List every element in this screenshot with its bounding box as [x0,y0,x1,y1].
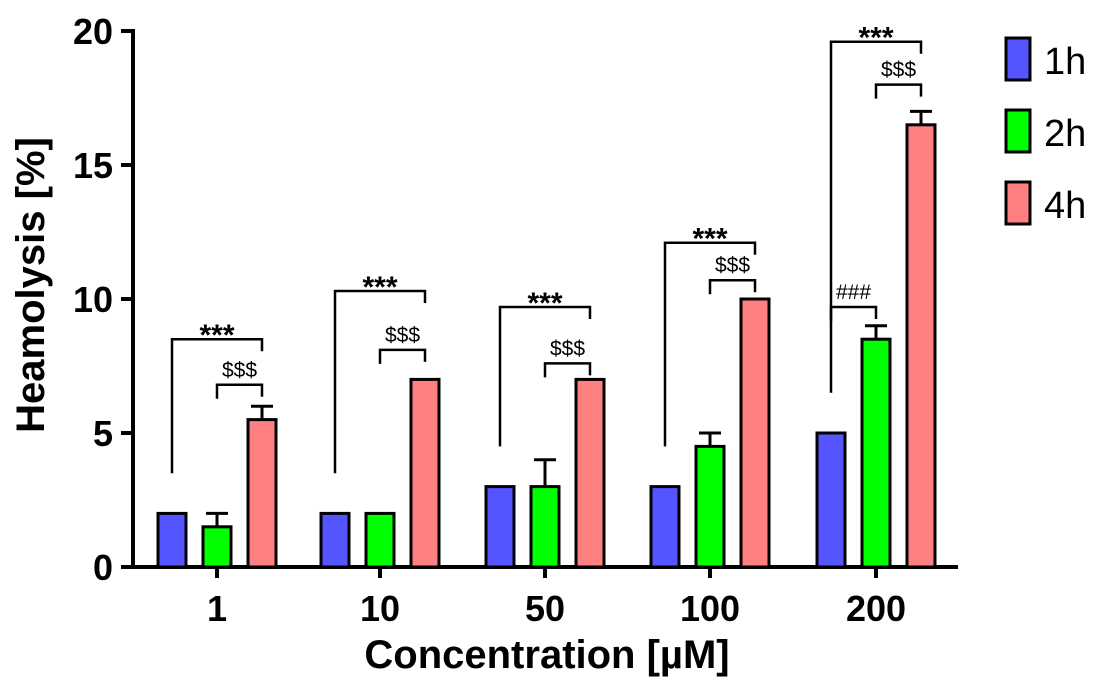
significance-label: $$$ [715,254,750,277]
legend-swatch-1h [1004,36,1032,82]
significance-label: *** [692,223,727,256]
significance-label: *** [362,271,397,304]
bar-4h-100 [739,297,771,569]
significance-bracket [543,362,592,378]
significance-bracket [378,348,427,364]
legend-swatch-4h [1004,180,1032,226]
bar-4h-10 [409,377,441,569]
legend-label-2h: 2h [1044,113,1086,155]
legend: 1h 2h 4h [1004,36,1086,227]
x-axis-title: Concentration [µM] [364,633,729,677]
bar-1h-100 [649,485,681,569]
significance-bracket [663,241,757,447]
legend-label-4h: 4h [1044,185,1086,227]
bar-2h-100 [694,444,726,569]
significance-label: $$$ [385,324,420,347]
x-tick-label: 200 [846,588,906,629]
significance-bracket [829,40,923,393]
significance-bracket [333,289,427,474]
legend-label-1h: 1h [1044,41,1086,83]
significance-label: *** [858,22,893,55]
bar-4h-50 [574,377,606,569]
y-tick-label: 0 [93,547,113,588]
significance-label: $$$ [881,59,916,82]
significance-bracket [874,83,923,99]
bar-2h-1 [201,525,233,569]
bar-2h-200 [860,337,892,569]
x-tick-label: 10 [360,588,400,629]
significance-label: ### [836,281,871,304]
bar-2h-10 [364,511,396,569]
significance-bracket [498,305,592,447]
bar-4h-1 [246,418,278,569]
bar-1h-200 [815,431,847,569]
bar-1h-1 [156,511,188,569]
x-tick-label: 100 [680,588,740,629]
bar-1h-50 [484,485,516,569]
significance-label: *** [527,287,562,320]
legend-swatch-2h [1004,108,1032,154]
y-axis-title: Heamolysis [%] [9,137,53,433]
significance-label: *** [199,319,234,352]
bar-1h-10 [319,511,351,569]
significance-label: $$$ [222,359,257,382]
y-tick-label: 5 [93,413,113,454]
significance-bracket [170,337,264,474]
bar-4h-200 [905,123,937,569]
x-tick-label: 1 [207,588,227,629]
y-tick-label: 20 [73,11,113,52]
bar-2h-50 [529,485,561,569]
y-tick-label: 10 [73,279,113,320]
y-tick-label: 15 [73,145,113,186]
significance-label: $$$ [550,337,585,360]
significance-bracket [829,305,878,322]
x-tick-label: 50 [525,588,565,629]
significance-bracket [215,383,264,399]
significance-bracket [708,278,757,295]
